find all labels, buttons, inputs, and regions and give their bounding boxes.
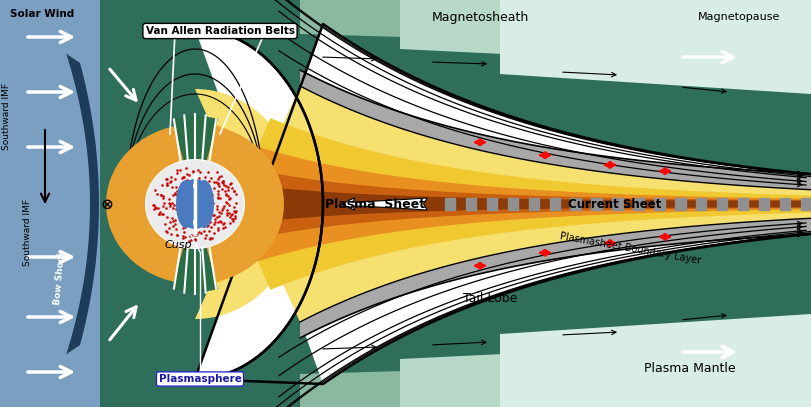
Polygon shape — [100, 0, 811, 407]
Polygon shape — [400, 0, 811, 69]
Polygon shape — [300, 218, 811, 338]
Ellipse shape — [194, 180, 214, 228]
Text: Van Allen Radiation Belts: Van Allen Radiation Belts — [145, 26, 294, 36]
Ellipse shape — [106, 124, 284, 284]
Polygon shape — [195, 86, 811, 322]
Polygon shape — [195, 144, 811, 265]
Polygon shape — [500, 314, 811, 407]
Polygon shape — [500, 0, 811, 94]
Polygon shape — [400, 339, 811, 407]
Polygon shape — [300, 0, 811, 49]
Ellipse shape — [192, 180, 198, 228]
Wedge shape — [172, 116, 218, 204]
Text: Southward IMF: Southward IMF — [24, 199, 32, 265]
Text: Bow Shock: Bow Shock — [53, 249, 67, 305]
Text: Current Sheet: Current Sheet — [569, 197, 662, 210]
Polygon shape — [195, 164, 811, 244]
Text: ⊗: ⊗ — [101, 197, 114, 212]
Ellipse shape — [177, 179, 213, 229]
Text: Magnetosheath: Magnetosheath — [431, 11, 529, 24]
Polygon shape — [195, 118, 811, 290]
Text: Solar Wind: Solar Wind — [10, 9, 75, 19]
Ellipse shape — [145, 159, 245, 249]
Polygon shape — [195, 24, 811, 384]
Text: Plasma  Sheet: Plasma Sheet — [325, 197, 425, 210]
Ellipse shape — [146, 160, 244, 248]
Polygon shape — [300, 359, 811, 407]
Text: Tail Lobe: Tail Lobe — [463, 293, 517, 306]
Wedge shape — [172, 204, 218, 292]
Polygon shape — [195, 180, 811, 228]
Text: Magnetopause: Magnetopause — [697, 12, 780, 22]
Ellipse shape — [176, 180, 196, 228]
Polygon shape — [50, 9, 99, 399]
Text: Plasmasphere: Plasmasphere — [159, 374, 242, 384]
Text: Cusp: Cusp — [165, 240, 193, 250]
Polygon shape — [300, 70, 811, 190]
Text: Plasma Mantle: Plasma Mantle — [644, 363, 736, 376]
Text: Plasmasheet Boundary Layer: Plasmasheet Boundary Layer — [559, 232, 702, 266]
Text: Southward IMF: Southward IMF — [2, 83, 11, 151]
